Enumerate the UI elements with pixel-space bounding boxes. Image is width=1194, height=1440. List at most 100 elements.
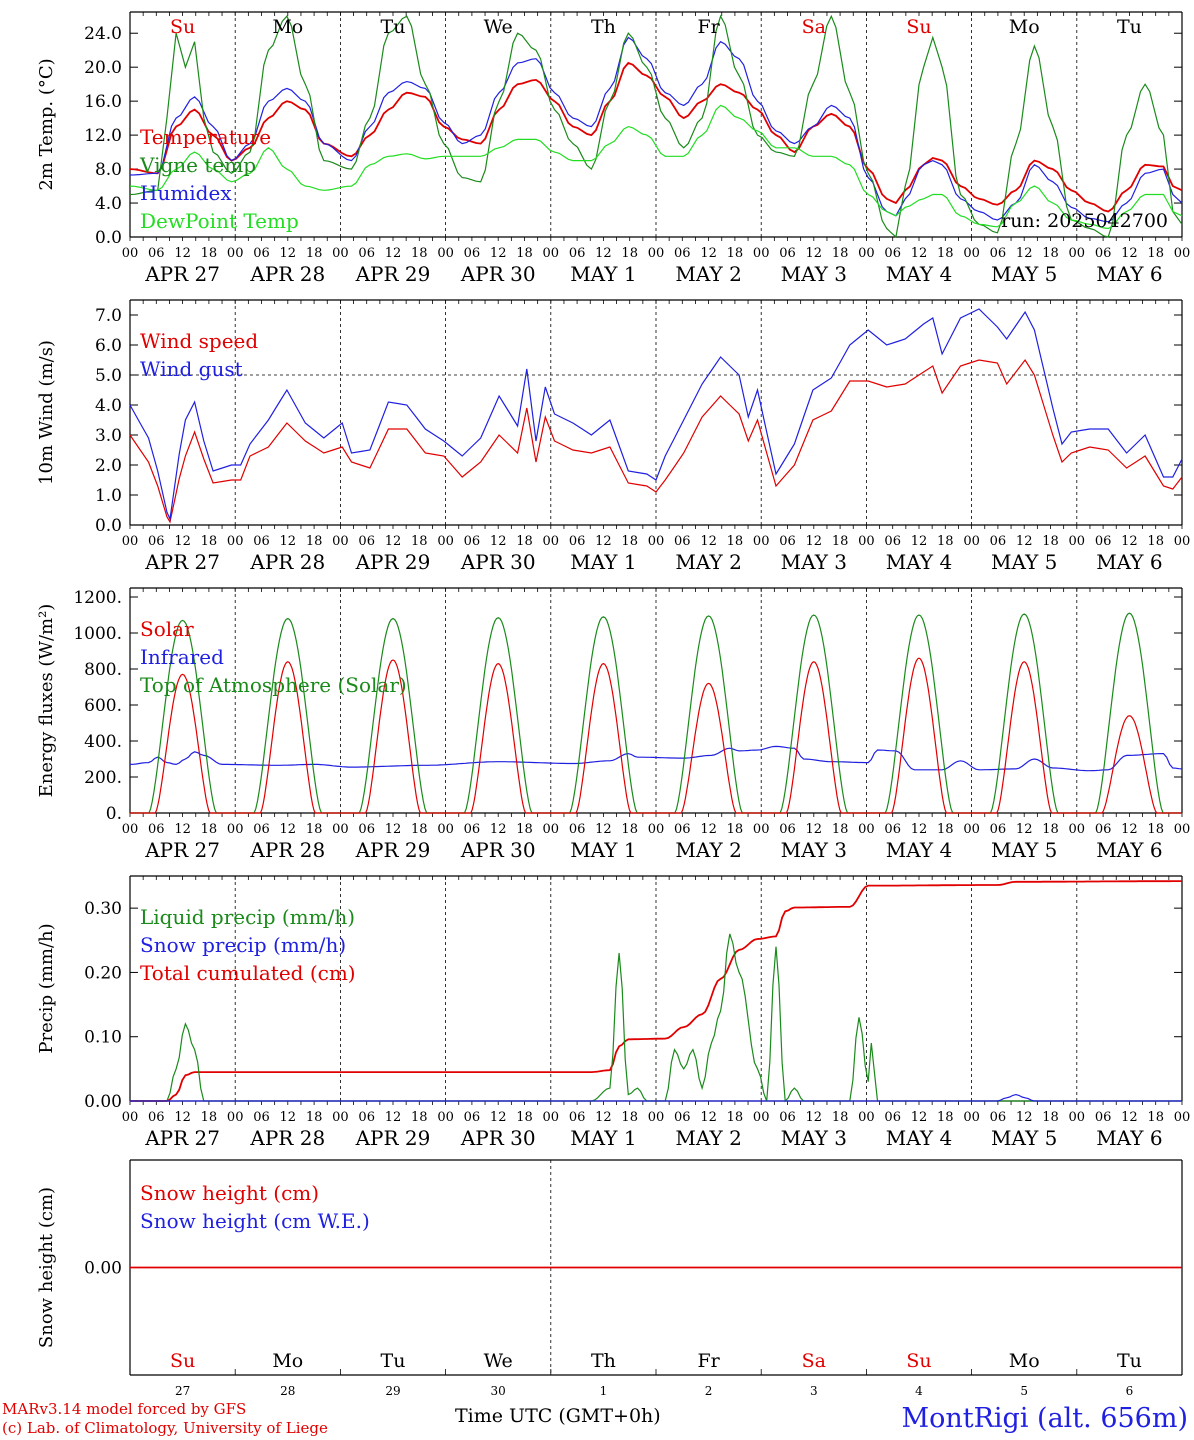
weekday-label: We bbox=[484, 16, 513, 38]
hour-tick-label: 06 bbox=[358, 246, 375, 261]
hour-tick-label: 00 bbox=[858, 534, 875, 549]
hour-tick-label: 00 bbox=[753, 246, 770, 261]
hour-tick-label: 18 bbox=[727, 1110, 744, 1125]
hour-tick-label: 12 bbox=[174, 534, 191, 549]
legend-item: Liquid precip (mm/h) bbox=[140, 905, 355, 929]
y-tick-label: 20.0 bbox=[84, 58, 122, 78]
legend-item: Snow height (cm W.E.) bbox=[140, 1209, 370, 1233]
date-label: MAY 2 bbox=[675, 1126, 741, 1150]
day-number-label: 28 bbox=[280, 1384, 295, 1398]
hour-tick-label: 06 bbox=[884, 246, 901, 261]
hour-tick-label: 12 bbox=[280, 246, 297, 261]
hour-tick-label: 00 bbox=[963, 1110, 980, 1125]
hour-tick-label: 12 bbox=[1121, 822, 1138, 837]
date-label: MAY 5 bbox=[991, 838, 1057, 862]
hour-tick-label: 00 bbox=[227, 534, 244, 549]
date-label: APR 27 bbox=[144, 838, 220, 862]
hour-tick-label: 12 bbox=[700, 534, 717, 549]
date-label: MAY 3 bbox=[781, 550, 847, 574]
hour-tick-label: 18 bbox=[621, 1110, 638, 1125]
weekday-label: Mo bbox=[272, 1350, 303, 1372]
hour-tick-label: 12 bbox=[806, 246, 823, 261]
hour-tick-label: 00 bbox=[227, 246, 244, 261]
hour-tick-label: 00 bbox=[1069, 1110, 1086, 1125]
hour-tick-label: 18 bbox=[621, 822, 638, 837]
y-axis-label: 10m Wind (m/s) bbox=[36, 340, 57, 485]
day-number-label: 5 bbox=[1020, 1384, 1028, 1398]
hour-tick-label: 00 bbox=[437, 1110, 454, 1125]
hour-tick-label: 00 bbox=[648, 246, 665, 261]
legend-item: Wind speed bbox=[140, 329, 258, 353]
y-tick-label: 4.0 bbox=[95, 396, 122, 416]
hour-tick-label: 00 bbox=[648, 822, 665, 837]
hour-tick-label: 06 bbox=[990, 1110, 1007, 1125]
weekday-label: Mo bbox=[1009, 16, 1040, 38]
hour-tick-label: 06 bbox=[569, 246, 586, 261]
hour-tick-label: 18 bbox=[201, 1110, 218, 1125]
hour-tick-label: 12 bbox=[490, 1110, 507, 1125]
legend-item: Top of Atmosphere (Solar) bbox=[140, 673, 407, 697]
hour-tick-label: 06 bbox=[674, 822, 691, 837]
hour-tick-label: 12 bbox=[280, 1110, 297, 1125]
hour-tick-label: 12 bbox=[280, 534, 297, 549]
hour-tick-label: 18 bbox=[1042, 246, 1059, 261]
date-label: APR 28 bbox=[249, 838, 325, 862]
hour-tick-label: 06 bbox=[779, 246, 796, 261]
date-label: MAY 4 bbox=[886, 262, 952, 286]
hour-tick-label: 00 bbox=[1069, 246, 1086, 261]
hour-tick-label: 12 bbox=[280, 822, 297, 837]
hour-tick-label: 12 bbox=[595, 246, 612, 261]
hour-tick-label: 12 bbox=[700, 1110, 717, 1125]
hour-tick-label: 06 bbox=[1095, 246, 1112, 261]
date-label: MAY 6 bbox=[1096, 550, 1162, 574]
hour-tick-label: 12 bbox=[911, 822, 928, 837]
hour-tick-label: 18 bbox=[1147, 822, 1164, 837]
date-label: APR 28 bbox=[249, 550, 325, 574]
hour-tick-label: 06 bbox=[990, 534, 1007, 549]
weekday-label: Tu bbox=[381, 1350, 406, 1372]
y-tick-label: 0. bbox=[106, 804, 122, 824]
y-axis-label: Snow height (cm) bbox=[36, 1187, 57, 1348]
legend-item: DewPoint Temp bbox=[140, 209, 299, 233]
date-label: APR 28 bbox=[249, 1126, 325, 1150]
hour-tick-label: 18 bbox=[1042, 1110, 1059, 1125]
hour-tick-label: 12 bbox=[1016, 246, 1033, 261]
hour-tick-label: 00 bbox=[122, 534, 139, 549]
date-label: APR 30 bbox=[460, 262, 536, 286]
hour-tick-label: 00 bbox=[1174, 246, 1191, 261]
hour-tick-label: 06 bbox=[569, 1110, 586, 1125]
date-label: APR 27 bbox=[144, 1126, 220, 1150]
hour-tick-label: 12 bbox=[700, 822, 717, 837]
date-label: MAY 3 bbox=[781, 838, 847, 862]
date-label: MAY 1 bbox=[570, 1126, 636, 1150]
hour-tick-label: 18 bbox=[306, 246, 323, 261]
series-line-solar bbox=[130, 657, 1182, 814]
hour-tick-label: 00 bbox=[543, 534, 560, 549]
hour-tick-label: 18 bbox=[411, 1110, 428, 1125]
hour-tick-label: 12 bbox=[174, 246, 191, 261]
y-tick-label: 24.0 bbox=[84, 24, 122, 44]
hour-tick-label: 00 bbox=[332, 534, 349, 549]
hour-tick-label: 00 bbox=[963, 246, 980, 261]
date-label: MAY 6 bbox=[1096, 838, 1162, 862]
hour-tick-label: 06 bbox=[148, 246, 165, 261]
y-tick-label: 3.0 bbox=[95, 426, 122, 446]
y-tick-label: 1.0 bbox=[95, 486, 122, 506]
y-tick-label: 400. bbox=[84, 732, 122, 752]
y-tick-label: 600. bbox=[84, 696, 122, 716]
weekday-label: Su bbox=[170, 16, 195, 38]
hour-tick-label: 06 bbox=[990, 246, 1007, 261]
hour-tick-label: 06 bbox=[884, 822, 901, 837]
hour-tick-label: 18 bbox=[1147, 534, 1164, 549]
hour-tick-label: 06 bbox=[253, 246, 270, 261]
legend-item: Solar bbox=[140, 617, 194, 641]
legend-item: Snow height (cm) bbox=[140, 1181, 319, 1205]
y-axis-label: 2m Temp. (°C) bbox=[36, 58, 57, 190]
hour-tick-label: 18 bbox=[832, 534, 849, 549]
y-tick-label: 0.10 bbox=[84, 1028, 122, 1048]
footer-credits: MARv3.14 model forced by GFS (c) Lab. of… bbox=[2, 1400, 328, 1438]
weekday-label: We bbox=[484, 1350, 513, 1372]
hour-tick-label: 12 bbox=[490, 534, 507, 549]
hour-tick-label: 18 bbox=[727, 534, 744, 549]
hour-tick-label: 00 bbox=[122, 1110, 139, 1125]
